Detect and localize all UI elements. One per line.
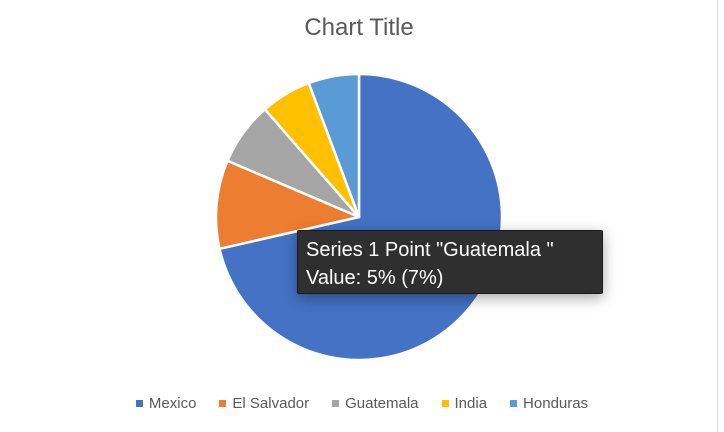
pie-slice-honduras[interactable] <box>307 72 361 219</box>
legend[interactable]: Mexico El Salvador Guatemala India Honduras <box>0 392 724 414</box>
legend-label-el-salvador: El Salvador <box>232 394 310 412</box>
data-point-tooltip: Series 1 Point "Guatemala " Value: 5% (7… <box>297 230 603 294</box>
legend-item-guatemala[interactable]: Guatemala <box>332 394 419 412</box>
legend-item-honduras[interactable]: Honduras <box>510 395 588 412</box>
legend-swatch-mexico <box>135 399 143 407</box>
pie-slice-el-salvador[interactable] <box>214 159 361 251</box>
tooltip-value: Value: 5% (7%) <box>306 267 444 289</box>
spreadsheet-grid-edge <box>717 0 724 432</box>
legend-item-el-salvador[interactable]: El Salvador <box>219 395 309 412</box>
legend-swatch-honduras <box>510 399 518 407</box>
legend-label-honduras: Honduras <box>523 394 589 412</box>
legend-label-india: India <box>454 394 488 412</box>
legend-swatch-el-salvador <box>219 399 227 407</box>
tooltip-series-point: Series 1 Point "Guatemala " <box>306 239 554 261</box>
legend-label-mexico: Mexico <box>148 394 197 412</box>
legend-label-guatemala: Guatemala <box>345 394 419 412</box>
legend-item-mexico[interactable]: Mexico <box>135 394 197 412</box>
legend-swatch-india <box>441 399 449 407</box>
chart-title[interactable]: Chart Title <box>304 14 414 41</box>
legend-item-india[interactable]: India <box>441 394 488 412</box>
legend-swatch-guatemala <box>332 399 340 407</box>
